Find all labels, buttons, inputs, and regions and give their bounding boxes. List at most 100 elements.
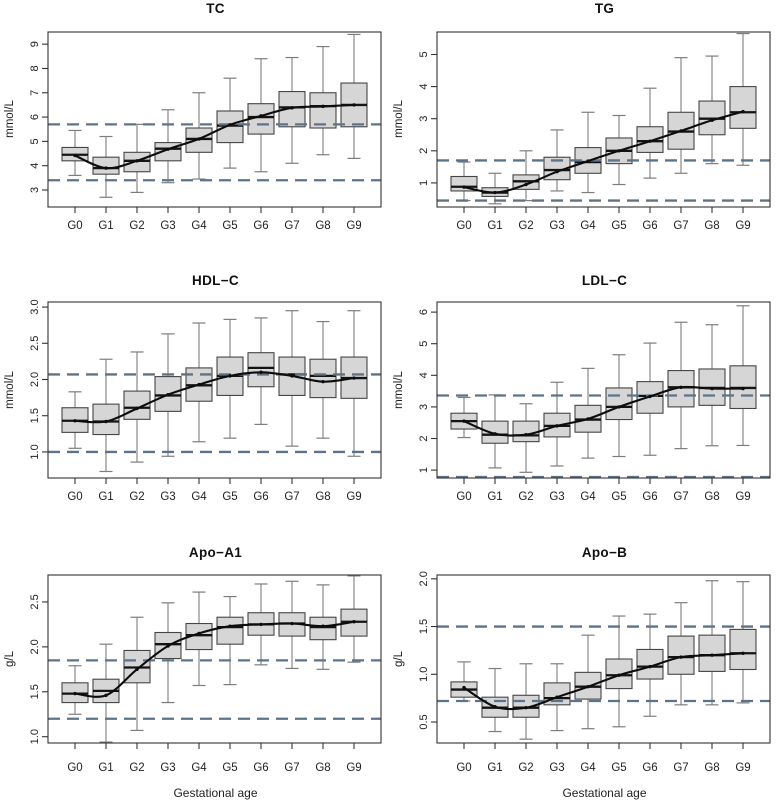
y-tick-label: 2: [418, 435, 430, 441]
chart-title: Apo−B: [581, 545, 628, 560]
mean-point: [648, 664, 652, 669]
mean-point: [462, 419, 466, 423]
x-tick-label: G8: [704, 220, 719, 232]
x-tick-label: G3: [160, 491, 175, 503]
x-tick-label: G2: [518, 762, 533, 774]
panel-hdl-c: HDL−C mmol/L 1.0 1.5 2.0 2.5 3.0 G0 G1 G2 G3 G4 G5…: [0, 260, 388, 510]
axes: 1.0 1.5 2.0 2.5 G0 G1 G2 G3 G4 G5 G6 G7 G8 G9: [29, 594, 362, 774]
x-tick-label: G9: [346, 762, 361, 774]
x-tick-label: G6: [253, 762, 268, 774]
boxplot-G1: [92, 643, 120, 743]
mean-point: [352, 103, 356, 107]
x-tick-label: G4: [191, 762, 207, 774]
panel-apo-b: Apo−B g/L 0.5 1.0 1.5 2.0 G0 G1 G2 G3 G4 G5 G6 G7 G8…: [389, 530, 777, 802]
axes: 3 4 5 6 7 8 9 G0 G1 G2 G3 G4 G5 G6 G7 G8 G9: [29, 41, 362, 232]
x-tick-label: G1: [98, 220, 113, 232]
x-tick-label: G0: [67, 220, 82, 232]
y-tick-label: 2.5: [29, 594, 41, 609]
y-tick-label: 2.5: [29, 336, 41, 351]
axes: 1 2 3 4 5 6 G0 G1 G2 G3 G4 G5 G6 G7 G8 G9: [418, 309, 751, 503]
y-tick-label: 8: [29, 65, 41, 71]
x-tick-label: G2: [129, 491, 144, 503]
mean-point: [493, 190, 497, 195]
mean-point: [524, 705, 528, 710]
mean-point: [679, 385, 683, 390]
mean-point: [679, 129, 683, 133]
boxplot-G8: [698, 324, 726, 447]
mean-point: [555, 169, 559, 174]
y-tick-label: 2.0: [29, 372, 41, 387]
mean-point: [73, 419, 77, 423]
boxplot-G2: [512, 403, 540, 473]
mean-point: [321, 104, 325, 109]
iqr-box: [247, 103, 275, 135]
iqr-box: [216, 110, 244, 144]
y-tick-label: 4: [418, 84, 430, 90]
panel-apo-a1: Apo−A1 g/L 1.0 1.5 2.0 2.5 G0 G1 G2 G3 G4 G5 G6 G7 G…: [0, 530, 388, 802]
reference-lines: [437, 394, 770, 479]
boxplots: [450, 33, 757, 205]
x-tick-label: G1: [487, 491, 502, 503]
x-tick-label: G3: [160, 220, 175, 232]
mean-point: [352, 620, 356, 624]
mean-point: [104, 166, 108, 170]
mean-point: [586, 159, 590, 163]
mean-point: [228, 374, 232, 378]
mean-point: [104, 693, 108, 698]
boxplot-G8: [309, 584, 337, 670]
y-tick-label: 1.5: [418, 619, 430, 634]
iqr-box: [605, 658, 633, 690]
y-tick-label: 7: [29, 90, 41, 96]
x-tick-label: G5: [222, 491, 237, 503]
x-tick-label: G1: [98, 491, 113, 503]
y-tick-label: 5: [418, 51, 430, 57]
mean-point: [617, 149, 621, 153]
boxplot-canvas-apo-b: 0.5 1.0 1.5 2.0 G0 G1 G2 G3 G4 G5 G6 G7 G8 G9: [418, 571, 771, 774]
plot-border: [47, 574, 382, 744]
mean-curve: [73, 620, 356, 698]
y-tick-label: 3: [29, 187, 41, 193]
y-tick-label: 1: [418, 180, 430, 186]
mean-point: [586, 417, 590, 421]
y-tick-label: 1.5: [29, 684, 41, 699]
y-tick-label: 0.5: [418, 714, 430, 729]
boxplot-G5: [216, 318, 244, 439]
x-tick-label: G9: [346, 220, 361, 232]
mean-points: [462, 651, 745, 710]
boxplot-G5: [216, 595, 244, 686]
x-tick-label: G0: [456, 220, 471, 232]
mean-point: [259, 622, 263, 627]
x-tick-label: G7: [284, 491, 299, 503]
x-tick-label: G6: [642, 491, 657, 503]
mean-point: [493, 432, 497, 436]
boxplot-canvas-ldl-c: 1 2 3 4 5 6 G0 G1 G2 G3 G4 G5 G6 G7 G8 G9: [418, 301, 771, 503]
mean-point: [493, 705, 497, 709]
boxplot-G9: [729, 33, 757, 166]
mean-point: [648, 139, 652, 143]
mean-point: [741, 109, 745, 114]
y-tick-label: 6: [418, 309, 430, 315]
boxplot-canvas-apo-a1: 1.0 1.5 2.0 2.5 G0 G1 G2 G3 G4 G5 G6 G7 G8 G9: [29, 574, 382, 774]
x-tick-label: G3: [549, 491, 564, 503]
plot-border: [436, 301, 771, 479]
x-tick-label: G9: [735, 491, 750, 503]
boxplot-G9: [340, 33, 368, 159]
y-tick-label: 1: [418, 467, 430, 473]
boxplot-G5: [216, 77, 244, 169]
mean-points: [462, 109, 745, 195]
x-tick-label: G6: [253, 491, 268, 503]
x-tick-label: G3: [160, 762, 175, 774]
x-axis-label: Gestational age: [173, 786, 258, 800]
chart-title: TC: [206, 1, 225, 16]
x-tick-label: G4: [580, 491, 596, 503]
mean-point: [710, 653, 714, 657]
y-tick-label: 5: [418, 341, 430, 347]
mean-point: [259, 114, 263, 118]
x-tick-label: G4: [580, 762, 596, 774]
x-tick-label: G7: [284, 762, 299, 774]
x-tick-label: G7: [673, 762, 688, 774]
mean-point: [741, 386, 745, 391]
boxplots: [61, 310, 368, 473]
x-tick-label: G0: [67, 491, 82, 503]
boxplot-G2: [123, 616, 151, 732]
